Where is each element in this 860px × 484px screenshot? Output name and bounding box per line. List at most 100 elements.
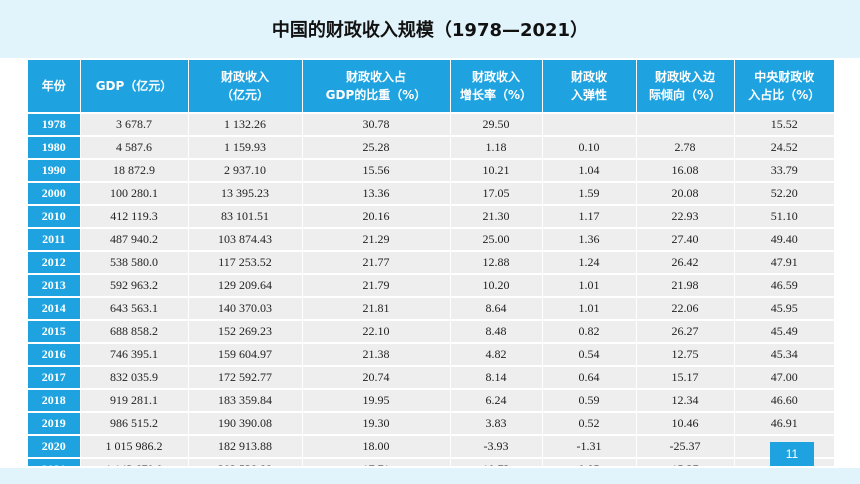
table-header-row: 年份 GDP（亿元） 财政收入 （亿元） 财政收入占 GDP的比重（%） 财政收入 增长率（%… [28,60,834,114]
table-cell: 688 858.2 [80,320,189,344]
table-row: 2016 746 395.1 159 604.97 21.38 4.82 0.54 12.7… [28,343,834,367]
table-cell: 0.54 [542,343,637,367]
table-cell: 33.79 [734,159,834,183]
table-cell: 16.08 [636,159,735,183]
table-cell: 49.40 [734,228,834,252]
table-cell: 46.91 [734,412,834,436]
table-cell: 103 874.43 [188,228,303,252]
table-cell: 22.06 [636,297,735,321]
table-cell: 15.37 [636,458,735,466]
table-cell: 592 963.2 [80,274,189,298]
table-cell: 45.95 [734,297,834,321]
column-header-label: GDP（亿元） [95,79,173,93]
table-cell: 20.08 [636,182,735,206]
table-cell: 1 143 670.0 [80,458,189,466]
table-cell: 12.75 [636,343,735,367]
table-cell: 1.04 [542,159,637,183]
table-cell: 1.01 [542,297,637,321]
table-cell: 25.28 [302,136,451,160]
table-cell: 8.48 [450,320,543,344]
table-cell: 1.18 [450,136,543,160]
table-cell: 12.88 [450,251,543,275]
table-cell: 919 281.1 [80,389,189,413]
year-cell: 1990 [28,159,81,183]
table-cell: 24.52 [734,136,834,160]
year-cell: 1980 [28,136,81,160]
table-body: 1978 3 678.7 1 132.26 30.78 29.50 15.52 1980 4 … [28,113,834,466]
table-cell: 25.00 [450,228,543,252]
table-cell: 183 359.84 [188,389,303,413]
table-cell: 13 395.23 [188,182,303,206]
table-cell: 19.95 [302,389,451,413]
year-cell: 1978 [28,113,81,137]
table-cell: 4 587.6 [80,136,189,160]
column-header-label: 入弹性 [570,88,607,102]
year-cell: 2020 [28,435,81,459]
table-cell: 10.20 [450,274,543,298]
table-cell: 1 015 986.2 [80,435,189,459]
table-row: 2015 688 858.2 152 269.23 22.10 8.48 0.82 26.2… [28,320,834,344]
table-cell: 8.14 [450,366,543,390]
table-cell: 643 563.1 [80,297,189,321]
table-cell: 26.42 [636,251,735,275]
table-cell: 21.98 [636,274,735,298]
column-header-label: 财政收 [570,70,607,84]
year-cell: 2012 [28,251,81,275]
table-row: 2018 919 281.1 183 359.84 19.95 6.24 0.59 12.3… [28,389,834,413]
column-header-label: 财政收入占 [345,70,406,84]
table-cell: 26.27 [636,320,735,344]
table-cell: 83 101.51 [188,205,303,229]
year-cell: 2011 [28,228,81,252]
table-cell: 1.01 [542,274,637,298]
table-cell: 47.91 [734,251,834,275]
table-cell: 10.46 [636,412,735,436]
table-cell: 159 604.97 [188,343,303,367]
column-header: 财政收 入弹性 [542,60,637,114]
column-header-label: 财政收入边 [654,70,715,84]
table-cell: 21.77 [302,251,451,275]
table-cell: 22.93 [636,205,735,229]
column-header: 财政收入 增长率（%） [450,60,543,114]
year-cell: 2017 [28,366,81,390]
table-cell: 21.29 [302,228,451,252]
page-number: 11 [770,442,814,466]
table-row: 1990 18 872.9 2 937.10 15.56 10.21 1.04 16.08 3… [28,159,834,183]
table-cell: 487 940.2 [80,228,189,252]
table-cell: 117 253.52 [188,251,303,275]
bottom-bar [0,468,860,484]
year-cell: 2010 [28,205,81,229]
column-header: GDP（亿元） [80,60,189,114]
table-cell: 10.21 [450,159,543,183]
table-cell: 21.38 [302,343,451,367]
table-cell: 15.56 [302,159,451,183]
column-header-label: （亿元） [220,88,269,102]
table-cell: 172 592.77 [188,366,303,390]
table-cell [636,113,735,137]
table-cell: 21.79 [302,274,451,298]
table-cell: 46.60 [734,389,834,413]
table-row: 2019 986 515.2 190 390.08 19.30 3.83 0.52 10.4… [28,412,834,436]
year-cell: 2019 [28,412,81,436]
column-header: 财政收入 （亿元） [188,60,303,114]
table-cell: 45.34 [734,343,834,367]
table-cell: 182 913.88 [188,435,303,459]
table-cell: 412 119.3 [80,205,189,229]
year-cell: 2021 [28,458,81,466]
column-header-label: 年份 [41,79,66,93]
table-cell: 1.59 [542,182,637,206]
table-cell: 0.64 [542,366,637,390]
table-cell: 30.78 [302,113,451,137]
table-cell: 20.16 [302,205,451,229]
column-header: 年份 [28,60,81,114]
table-cell: 0.52 [542,412,637,436]
column-header: 财政收入边 际倾向（%） [636,60,735,114]
table-cell: 202 538.88 [188,458,303,466]
table-cell: 746 395.1 [80,343,189,367]
column-header-label: 增长率（%） [459,88,533,102]
table-cell: 832 035.9 [80,366,189,390]
table-container: 年份 GDP（亿元） 财政收入 （亿元） 财政收入占 GDP的比重（%） 财政收入 增长率（%… [28,60,834,466]
table-cell: 21.81 [302,297,451,321]
table-cell: 1.17 [542,205,637,229]
table-cell: 29.50 [450,113,543,137]
table-cell: 52.20 [734,182,834,206]
